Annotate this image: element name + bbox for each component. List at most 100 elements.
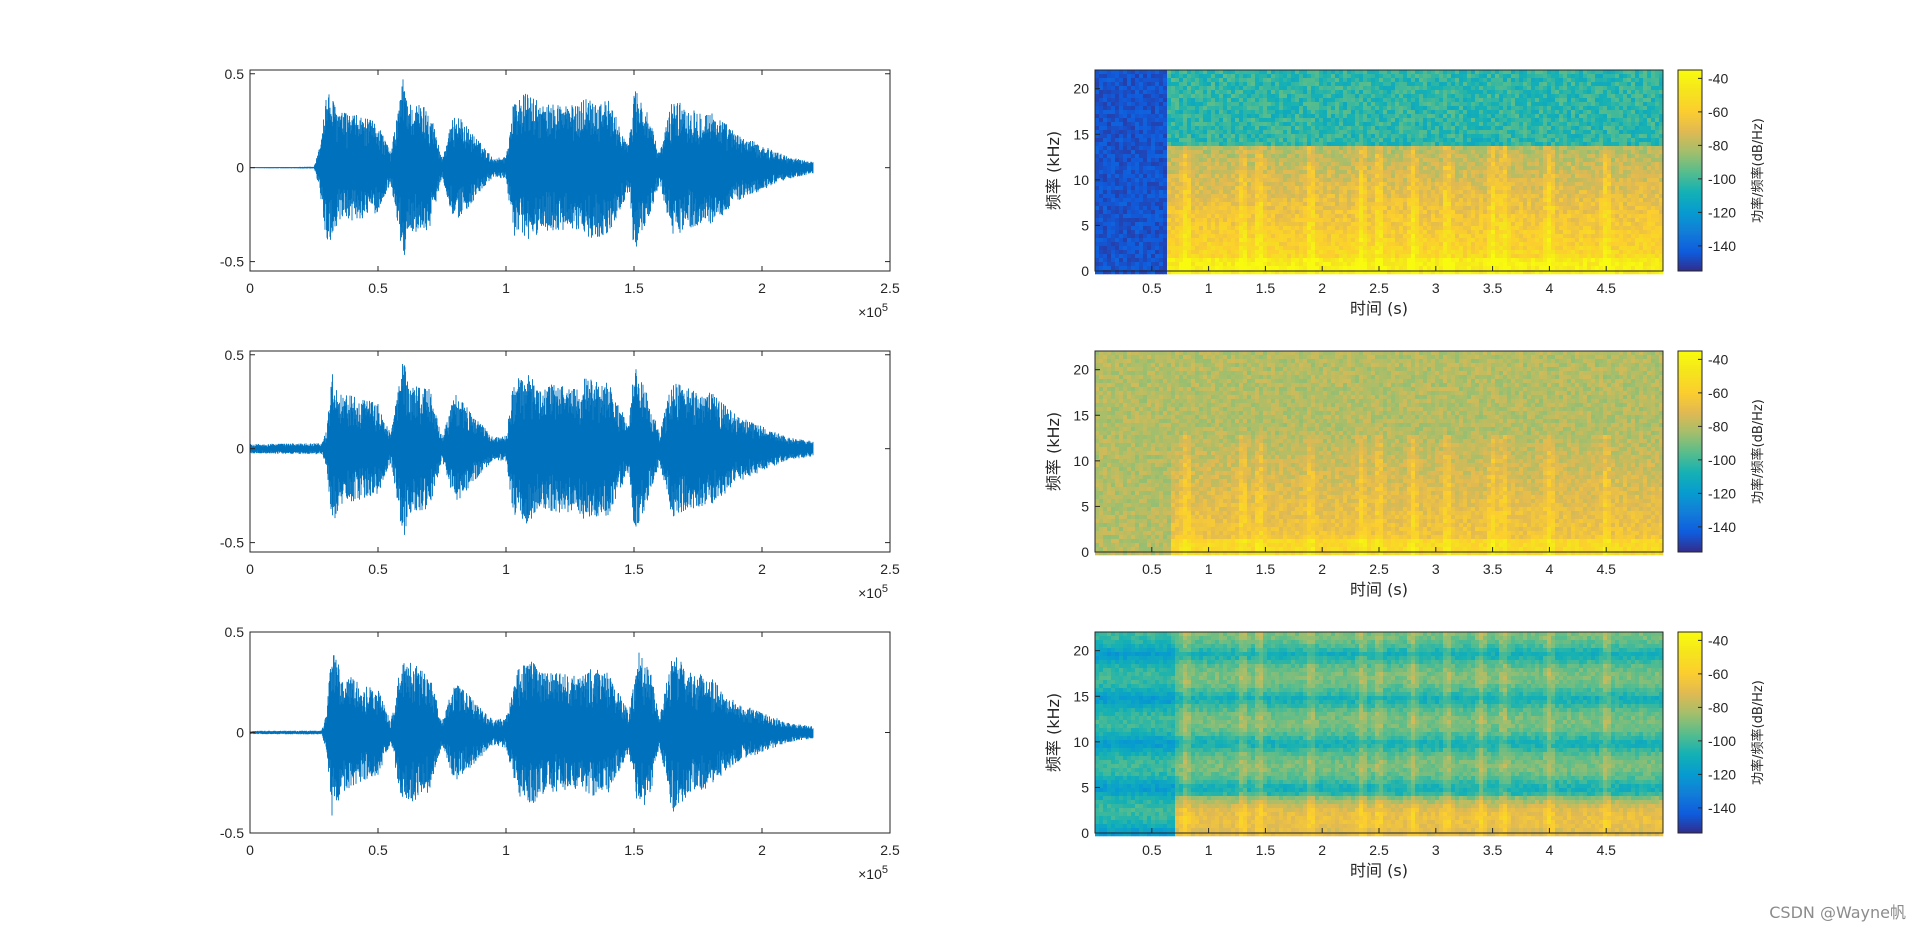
x-tick-label: 0.5	[368, 561, 388, 577]
colorbar-tick-label: -80	[1708, 137, 1728, 153]
x-tick-label: 1	[502, 842, 510, 858]
y-tick-label: 0	[236, 725, 244, 741]
x-tick-label: 3.5	[1483, 842, 1503, 858]
x-tick-label: 0.5	[1142, 842, 1162, 858]
x-exponent-label: ×105	[858, 583, 888, 601]
x-exponent-label: ×105	[858, 302, 888, 320]
x-exponent-label: ×105	[858, 864, 888, 882]
y-tick-label: 0	[1081, 544, 1089, 560]
y-tick-label: 15	[1073, 407, 1089, 423]
colorbar-tick-label: -120	[1708, 485, 1736, 501]
waveform-panel-1: 0 0.5 1 1.5 2 2.5-0.500.5×105	[220, 66, 900, 320]
x-tick-label: 0	[246, 561, 254, 577]
x-tick-label: 1.5	[1256, 561, 1276, 577]
colorbar-tick-label: -100	[1708, 171, 1736, 187]
x-tick-label: 3	[1432, 561, 1440, 577]
colorbar-tick-label: -40	[1708, 70, 1728, 86]
waveform-panel-2: 0 0.5 1 1.5 2 2.5-0.500.5×105	[220, 347, 900, 601]
x-tick-label: 2.5	[880, 561, 900, 577]
x-tick-label: 3.5	[1483, 280, 1503, 296]
x-tick-label: 4.5	[1596, 280, 1616, 296]
spectrogram-image	[1095, 632, 1663, 836]
spectrogram-image	[1095, 351, 1663, 555]
colorbar-tick-label: -100	[1708, 452, 1736, 468]
x-tick-label: 0.5	[1142, 280, 1162, 296]
y-tick-label: -0.5	[220, 535, 244, 551]
x-tick-label: 1.5	[624, 280, 644, 296]
x-tick-label: 4.5	[1596, 561, 1616, 577]
y-tick-label: 0.5	[225, 624, 245, 640]
y-tick-label: 20	[1073, 643, 1089, 659]
x-tick-label: 4	[1546, 280, 1554, 296]
x-tick-label: 2	[758, 842, 766, 858]
x-tick-label: 2	[1318, 842, 1326, 858]
colorbar-tick-label: -60	[1708, 385, 1728, 401]
x-tick-label: 2	[758, 561, 766, 577]
colorbar-tick-label: -140	[1708, 519, 1736, 535]
x-tick-label: 0	[246, 842, 254, 858]
x-tick-label: 1.5	[1256, 842, 1276, 858]
colorbar-tick-label: -140	[1708, 238, 1736, 254]
x-tick-label: 1	[502, 280, 510, 296]
y-tick-label: 0	[236, 441, 244, 457]
x-tick-label: 3	[1432, 280, 1440, 296]
x-tick-label: 1.5	[624, 842, 644, 858]
x-tick-label: 1	[1205, 561, 1213, 577]
x-tick-label: 4	[1546, 561, 1554, 577]
colorbar-label: 功率/频率(dB/Hz)	[1750, 118, 1766, 223]
colorbar-label: 功率/频率(dB/Hz)	[1750, 399, 1766, 504]
y-tick-label: 15	[1073, 126, 1089, 142]
colorbar-tick-label: -100	[1708, 733, 1736, 749]
x-tick-label: 0.5	[1142, 561, 1162, 577]
y-tick-label: 0	[1081, 263, 1089, 279]
x-tick-label: 0	[246, 280, 254, 296]
colorbar-tick-label: -80	[1708, 418, 1728, 434]
x-tick-label: 2.5	[880, 842, 900, 858]
x-tick-label: 4.5	[1596, 842, 1616, 858]
watermark: CSDN @Wayne帆	[1769, 899, 1906, 923]
x-tick-label: 0.5	[368, 280, 388, 296]
spectrogram-image	[1095, 70, 1663, 274]
colorbar-tick-label: -40	[1708, 632, 1728, 648]
x-tick-label: 1	[502, 561, 510, 577]
y-tick-label: 5	[1081, 779, 1089, 795]
x-tick-label: 2	[1318, 280, 1326, 296]
colorbar-tick-label: -40	[1708, 351, 1728, 367]
y-tick-label: 5	[1081, 498, 1089, 514]
y-tick-label: 0.5	[225, 66, 245, 82]
y-tick-label: -0.5	[220, 254, 244, 270]
colorbar-tick-label: -60	[1708, 666, 1728, 682]
colorbar: -40 -60 -80 -100 -120 -140 功率/频率(dB/Hz)	[1678, 351, 1766, 553]
x-tick-label: 4	[1546, 842, 1554, 858]
y-tick-label: 15	[1073, 688, 1089, 704]
y-tick-label: 0	[236, 160, 244, 176]
y-tick-label: 0	[1081, 825, 1089, 841]
x-axis-label: 时间 (s)	[1350, 861, 1408, 880]
x-tick-label: 1.5	[624, 561, 644, 577]
x-tick-label: 2.5	[1369, 561, 1389, 577]
x-tick-label: 3.5	[1483, 561, 1503, 577]
colorbar-tick-label: -120	[1708, 204, 1736, 220]
y-tick-label: 5	[1081, 217, 1089, 233]
x-tick-label: 1	[1205, 280, 1213, 296]
waveform-panel-3: 0 0.5 1 1.5 2 2.5-0.500.5×105	[220, 624, 900, 882]
y-tick-label: 10	[1073, 453, 1089, 469]
y-tick-label: 10	[1073, 172, 1089, 188]
x-tick-label: 2.5	[880, 280, 900, 296]
y-axis-label: 频率 (kHz)	[1044, 412, 1063, 491]
x-axis-label: 时间 (s)	[1350, 580, 1408, 599]
y-axis-label: 频率 (kHz)	[1044, 693, 1063, 772]
x-axis-label: 时间 (s)	[1350, 299, 1408, 318]
x-tick-label: 1.5	[1256, 280, 1276, 296]
colorbar-tick-label: -80	[1708, 699, 1728, 715]
x-tick-label: 2.5	[1369, 842, 1389, 858]
colorbar-label: 功率/频率(dB/Hz)	[1750, 680, 1766, 785]
x-tick-label: 2.5	[1369, 280, 1389, 296]
x-tick-label: 1	[1205, 842, 1213, 858]
y-axis-label: 频率 (kHz)	[1044, 131, 1063, 210]
x-tick-label: 0.5	[368, 842, 388, 858]
